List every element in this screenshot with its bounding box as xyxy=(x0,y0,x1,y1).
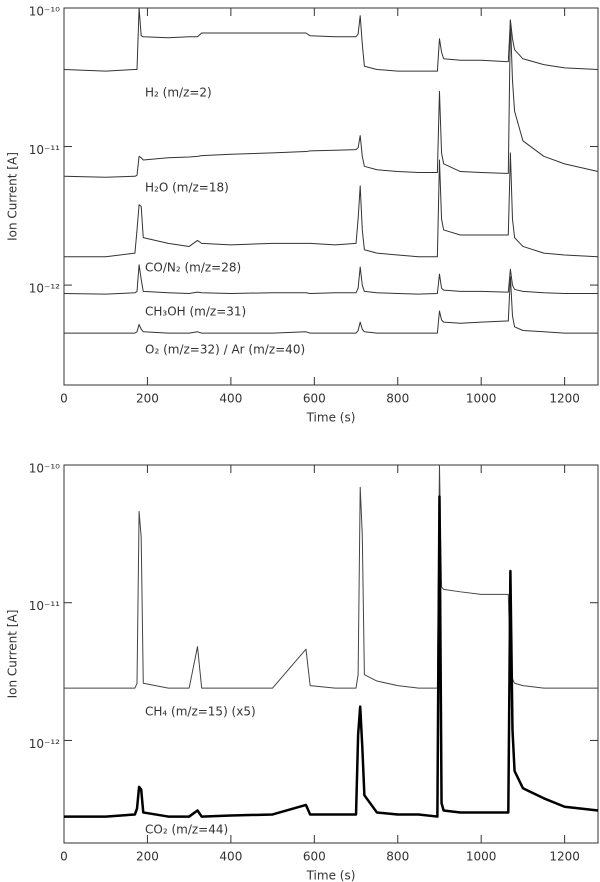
panel: 0 200 400 600 800 1000 1200 10⁻¹⁰ 10⁻¹¹ 10⁻¹² Time… xyxy=(6,462,599,882)
x-tick-label: 0 xyxy=(60,392,68,406)
y-tick-label: 10⁻¹² xyxy=(29,282,60,296)
series-label: CO/N₂ (m/z=28) xyxy=(145,261,241,275)
x-tick-label: 400 xyxy=(219,392,242,406)
series-label: CH₃OH (m/z=31) xyxy=(145,305,246,319)
y-tick-label: 10⁻¹¹ xyxy=(29,599,60,613)
x-tick-label: 600 xyxy=(303,392,326,406)
series-label: CO₂ (m/z=44) xyxy=(145,823,228,837)
data-line xyxy=(64,464,598,689)
x-tick-label: 1000 xyxy=(466,392,497,406)
y-axis-label: Ion Current [A] xyxy=(6,152,20,241)
x-tick-label: 800 xyxy=(386,850,409,864)
x-tick-label: 200 xyxy=(136,392,159,406)
series-label: H₂ (m/z=2) xyxy=(145,86,212,100)
x-tick-label: 800 xyxy=(386,392,409,406)
series-label: CH₄ (m/z=15) (x5) xyxy=(145,705,256,719)
x-tick-label: 200 xyxy=(136,850,159,864)
data-line xyxy=(64,276,598,334)
data-line xyxy=(63,7,599,72)
series-label: O₂ (m/z=32) / Ar (m/z=40) xyxy=(145,343,305,357)
y-axis-label: Ion Current [A] xyxy=(6,610,20,699)
data-line xyxy=(64,495,599,818)
x-tick-label: 1200 xyxy=(549,850,580,864)
x-tick-label: 1200 xyxy=(549,392,580,406)
y-tick-label: 10⁻¹² xyxy=(29,737,60,751)
y-tick-label: 10⁻¹⁰ xyxy=(29,5,60,19)
x-tick-label: 0 xyxy=(60,850,68,864)
x-tick-label: 400 xyxy=(219,850,242,864)
series-label: H₂O (m/z=18) xyxy=(145,181,229,195)
plot-frame xyxy=(63,7,599,386)
panel: 0 200 400 600 800 1000 1200 10⁻¹⁰ 10⁻¹¹ 10⁻¹² Time… xyxy=(6,5,599,425)
plot-frame xyxy=(63,464,599,844)
y-tick-label: 10⁻¹¹ xyxy=(29,143,60,157)
x-axis-label: Time (s) xyxy=(306,869,356,882)
y-tick-label: 10⁻¹⁰ xyxy=(29,462,60,476)
data-line xyxy=(64,152,599,258)
data-line xyxy=(63,264,598,295)
data-line xyxy=(63,19,599,178)
x-axis-label: Time (s) xyxy=(306,411,356,425)
x-tick-label: 1000 xyxy=(466,850,497,864)
x-tick-label: 600 xyxy=(303,850,326,864)
